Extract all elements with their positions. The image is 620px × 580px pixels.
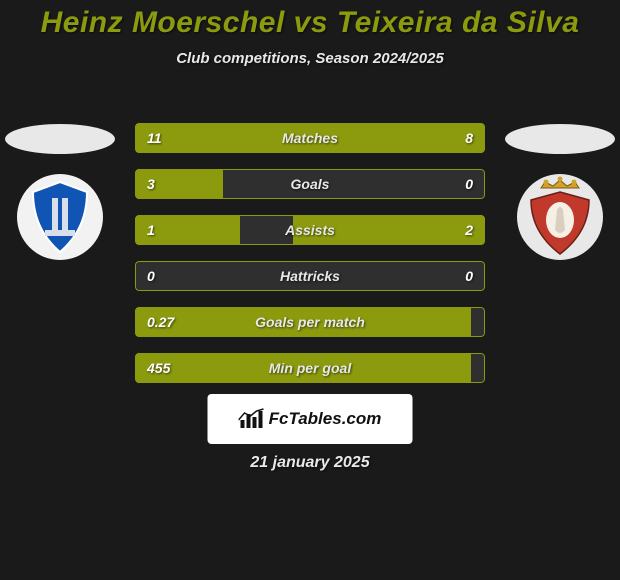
stat-label: Assists	[135, 215, 485, 245]
team-left-block	[0, 124, 120, 260]
stat-label: Goals per match	[135, 307, 485, 337]
stat-row: 118Matches	[135, 123, 485, 153]
stat-row: 12Assists	[135, 215, 485, 245]
page-subtitle: Club competitions, Season 2024/2025	[0, 50, 620, 67]
comparison-infographic: Heinz Moerschel vs Teixeira da Silva Clu…	[0, 0, 620, 580]
stat-bars: 118Matches 30Goals 12Assists 00Hattricks 0.2…	[135, 123, 485, 399]
stat-row: 455Min per goal	[135, 353, 485, 383]
stat-row: 00Hattricks	[135, 261, 485, 291]
shield-icon	[17, 174, 103, 260]
team-right-halo	[505, 124, 615, 154]
brand-badge: FcTables.com	[208, 394, 413, 444]
brand-text: FcTables.com	[269, 409, 382, 429]
shield-icon	[517, 174, 603, 260]
stat-label: Goals	[135, 169, 485, 199]
team-left-crest	[17, 174, 103, 260]
stat-label: Min per goal	[135, 353, 485, 383]
date-label: 21 january 2025	[0, 454, 620, 472]
page-title: Heinz Moerschel vs Teixeira da Silva	[0, 0, 620, 40]
stat-label: Hattricks	[135, 261, 485, 291]
team-right-crest	[517, 174, 603, 260]
chart-icon	[239, 408, 265, 430]
stat-label: Matches	[135, 123, 485, 153]
team-right-block	[500, 124, 620, 260]
stat-row: 30Goals	[135, 169, 485, 199]
stat-row: 0.27Goals per match	[135, 307, 485, 337]
team-left-halo	[5, 124, 115, 154]
